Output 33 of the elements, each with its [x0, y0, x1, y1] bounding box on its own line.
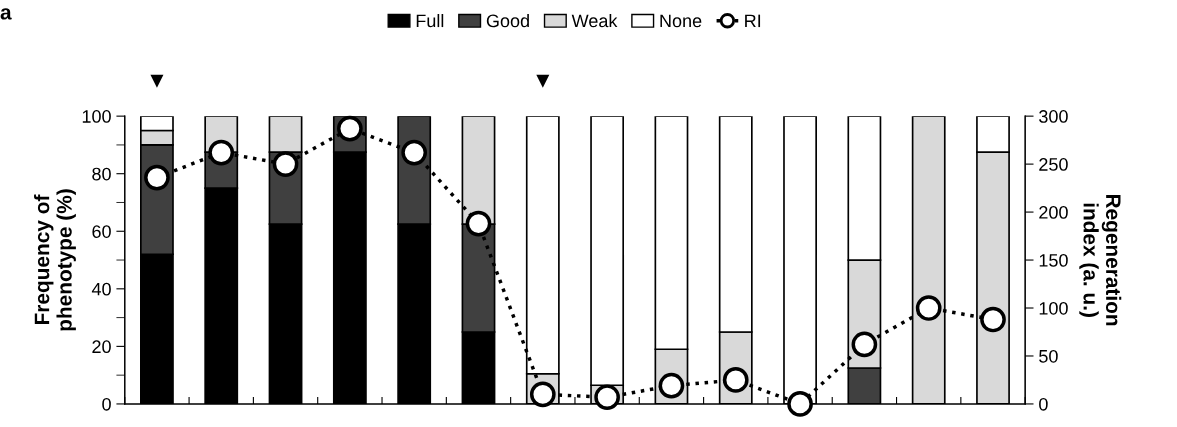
text: ▼ — [536, 74, 550, 88]
y-tick-label: 0 — [102, 397, 111, 411]
y-tick-label: 20 — [92, 340, 111, 354]
y-axis-title: Frequency of phenotype (%) — [34, 189, 76, 331]
y2-tick-label: 100 — [1039, 301, 1068, 315]
legend-label: Full — [416, 13, 444, 28]
text: a — [0, 8, 12, 20]
point — [272, 151, 299, 177]
point — [144, 164, 170, 191]
point — [980, 306, 1006, 333]
point — [787, 391, 813, 417]
y2-tick-label: 200 — [1039, 206, 1068, 219]
y-tick-label: 40 — [91, 282, 111, 296]
y2-tick-label: 0 — [1039, 397, 1048, 411]
point — [465, 210, 492, 237]
point — [594, 384, 620, 411]
legend-label: Weak — [571, 13, 618, 28]
y-tick-label: 60 — [92, 225, 111, 238]
point — [208, 139, 235, 166]
y2-tick-label: 250 — [1039, 158, 1068, 171]
y2-axis-title: Regeneration index (a. u.) — [1079, 194, 1122, 326]
y2-tick-label: 300 — [1039, 110, 1068, 123]
text: ▼ — [150, 74, 164, 88]
legend-label: RI — [745, 14, 761, 28]
legend-label: None — [660, 14, 702, 28]
legend-label: Good — [486, 13, 529, 28]
y-tick-label: 80 — [92, 167, 111, 181]
point — [851, 331, 878, 358]
y2-tick-label: 150 — [1039, 253, 1068, 267]
y-tick-label: 100 — [82, 110, 111, 123]
y2-tick-label: 50 — [1039, 349, 1058, 363]
point — [401, 139, 428, 166]
point — [915, 295, 942, 321]
